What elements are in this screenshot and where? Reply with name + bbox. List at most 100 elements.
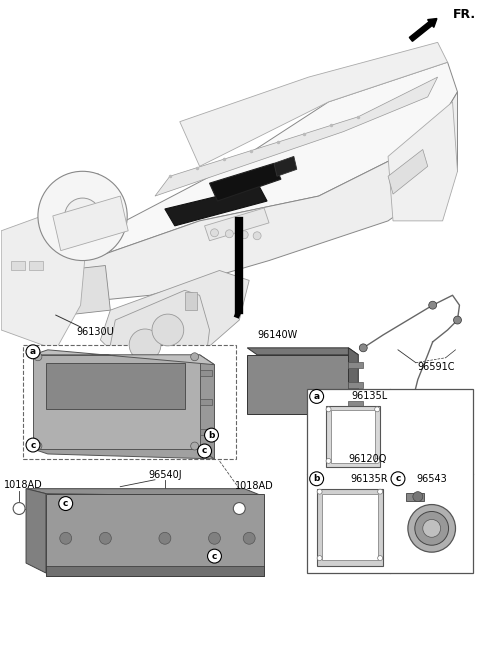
Bar xyxy=(348,361,363,367)
Polygon shape xyxy=(210,163,281,201)
Text: c: c xyxy=(30,441,36,449)
Text: c: c xyxy=(396,474,401,483)
Text: 96135L: 96135L xyxy=(352,392,388,401)
Circle shape xyxy=(99,532,111,544)
Circle shape xyxy=(413,491,423,502)
Circle shape xyxy=(26,345,40,359)
Bar xyxy=(348,401,363,407)
Circle shape xyxy=(65,198,100,234)
Circle shape xyxy=(191,442,199,450)
Text: 96543: 96543 xyxy=(416,474,447,483)
Circle shape xyxy=(233,502,245,514)
Circle shape xyxy=(129,329,161,361)
Polygon shape xyxy=(325,406,380,467)
Circle shape xyxy=(159,532,171,544)
Bar xyxy=(200,400,212,405)
Circle shape xyxy=(310,390,324,403)
Polygon shape xyxy=(33,449,215,459)
Polygon shape xyxy=(388,150,428,194)
Polygon shape xyxy=(61,266,110,315)
Bar xyxy=(307,390,473,573)
Polygon shape xyxy=(110,291,210,390)
Text: 1018AD: 1018AD xyxy=(4,480,42,490)
Circle shape xyxy=(375,407,380,412)
Polygon shape xyxy=(21,62,457,280)
Circle shape xyxy=(198,444,212,458)
Polygon shape xyxy=(274,156,297,176)
Circle shape xyxy=(423,520,441,537)
Polygon shape xyxy=(180,43,447,167)
Circle shape xyxy=(454,316,461,324)
Circle shape xyxy=(415,512,449,545)
Text: 96120Q: 96120Q xyxy=(348,454,387,464)
Bar xyxy=(200,370,212,376)
Circle shape xyxy=(326,459,331,463)
Text: b: b xyxy=(313,474,320,483)
Polygon shape xyxy=(1,211,85,350)
Polygon shape xyxy=(46,493,264,576)
Circle shape xyxy=(74,208,91,224)
Circle shape xyxy=(26,438,40,452)
Circle shape xyxy=(317,556,322,561)
Bar xyxy=(29,260,43,270)
Polygon shape xyxy=(33,355,200,449)
Circle shape xyxy=(378,556,383,561)
Polygon shape xyxy=(53,196,128,251)
Polygon shape xyxy=(100,270,249,359)
Text: 1018AD: 1018AD xyxy=(235,481,274,491)
FancyArrow shape xyxy=(409,18,437,41)
Circle shape xyxy=(13,502,25,514)
Text: 96135R: 96135R xyxy=(350,474,388,483)
Text: b: b xyxy=(208,430,215,440)
Circle shape xyxy=(226,230,233,237)
Polygon shape xyxy=(317,489,383,566)
Polygon shape xyxy=(165,186,267,226)
Circle shape xyxy=(243,532,255,544)
Polygon shape xyxy=(348,348,358,415)
Circle shape xyxy=(253,232,261,239)
Circle shape xyxy=(34,353,42,361)
Polygon shape xyxy=(26,489,46,573)
Circle shape xyxy=(408,504,456,552)
Polygon shape xyxy=(46,363,185,409)
Text: c: c xyxy=(63,499,68,508)
Circle shape xyxy=(152,314,184,346)
Text: 96140W: 96140W xyxy=(257,330,298,340)
Circle shape xyxy=(429,301,437,309)
Circle shape xyxy=(208,532,220,544)
Circle shape xyxy=(391,472,405,485)
Polygon shape xyxy=(247,348,358,355)
Circle shape xyxy=(204,428,218,442)
Circle shape xyxy=(240,231,248,239)
Circle shape xyxy=(60,532,72,544)
Text: FR.: FR. xyxy=(453,8,476,21)
Circle shape xyxy=(378,489,383,494)
Polygon shape xyxy=(331,410,375,463)
Circle shape xyxy=(191,353,199,361)
Text: 96130U: 96130U xyxy=(77,327,114,337)
Bar xyxy=(200,429,212,435)
Circle shape xyxy=(59,497,72,510)
Polygon shape xyxy=(322,493,378,560)
Text: c: c xyxy=(202,447,207,455)
Circle shape xyxy=(38,171,127,260)
Polygon shape xyxy=(388,102,457,221)
Circle shape xyxy=(375,459,380,463)
Bar xyxy=(11,260,25,270)
Circle shape xyxy=(326,407,331,412)
Text: a: a xyxy=(313,392,320,401)
Polygon shape xyxy=(21,92,457,305)
Circle shape xyxy=(211,229,218,237)
Polygon shape xyxy=(204,208,269,241)
Circle shape xyxy=(34,442,42,450)
Circle shape xyxy=(310,472,324,485)
Polygon shape xyxy=(155,77,438,196)
Bar xyxy=(23,345,236,459)
Text: 96540J: 96540J xyxy=(148,470,182,480)
Polygon shape xyxy=(33,350,215,365)
Polygon shape xyxy=(200,355,215,459)
Polygon shape xyxy=(247,355,348,415)
Circle shape xyxy=(207,549,221,563)
Circle shape xyxy=(317,489,322,494)
Text: 96591C: 96591C xyxy=(418,361,456,372)
